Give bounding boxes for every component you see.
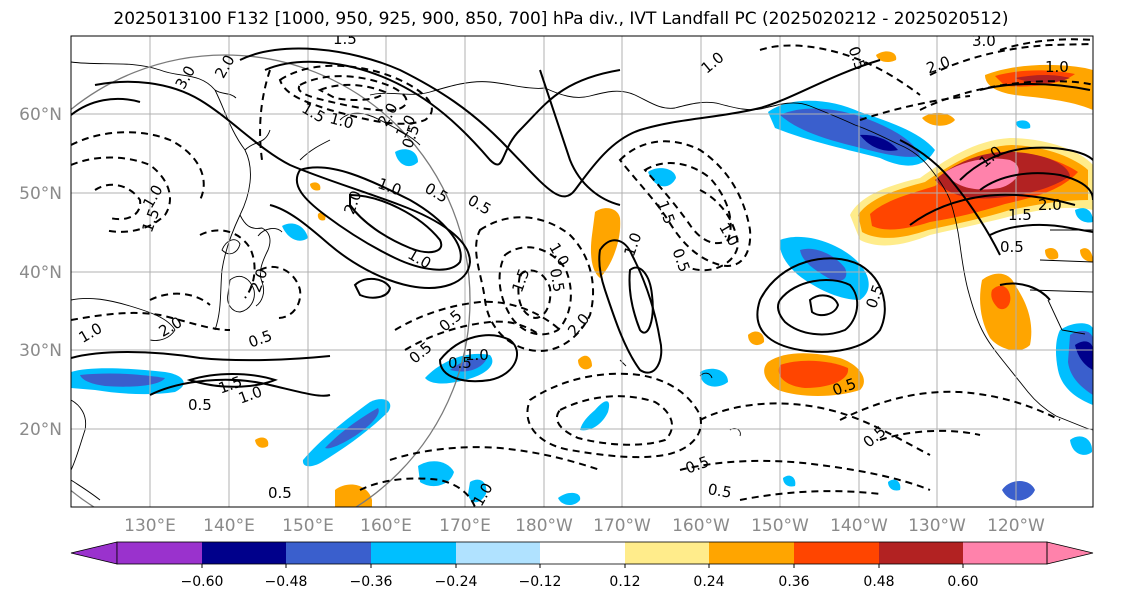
- longitude-labels: 130°E 140°E 150°E 160°E 170°E 180°W 170°…: [124, 516, 1045, 536]
- lon-label: 130°E: [124, 516, 176, 536]
- contour-label: 0.5: [268, 484, 292, 502]
- distance-ring: [71, 54, 471, 507]
- colorbar-ticks: [201, 564, 964, 568]
- lat-label: 60°N: [19, 105, 62, 125]
- colorbar-segment: [286, 542, 371, 564]
- colorbar-segment: [709, 542, 794, 564]
- shaded-regions: [71, 51, 1093, 507]
- colorbar-segment: [117, 542, 202, 564]
- colorbar-segment: [625, 542, 709, 564]
- colorbar-segment: [456, 542, 540, 564]
- lat-label: 30°N: [19, 341, 62, 361]
- latitude-labels: 60°N 50°N 40°N 30°N 20°N: [19, 105, 62, 440]
- colorbar: −0.60 −0.48 −0.36 −0.24 −0.12 0.12 0.24 …: [70, 541, 1094, 590]
- colorbar-segment: [963, 542, 1047, 564]
- contour-label: 1.0: [1045, 58, 1069, 76]
- contour-label: 0.5: [448, 354, 472, 372]
- colorbar-segment: [879, 542, 963, 564]
- lon-label: 130°W: [908, 516, 966, 536]
- contour-label: 3.0: [972, 32, 996, 50]
- colorbar-tick-label: −0.36: [350, 574, 393, 590]
- contour-label: 0.5: [188, 396, 212, 414]
- contours-negative: [71, 38, 1093, 507]
- colorbar-segment: [371, 542, 456, 564]
- lat-label: 40°N: [19, 263, 62, 283]
- lon-label: 170°E: [439, 516, 491, 536]
- lon-label: 160°W: [672, 516, 730, 536]
- colorbar-segment: [794, 542, 879, 564]
- lon-label: 150°E: [282, 516, 334, 536]
- colorbar-segment: [202, 542, 286, 564]
- map-frame: [70, 35, 1094, 508]
- coastlines: [71, 61, 1093, 501]
- lon-label: 140°E: [203, 516, 255, 536]
- lon-label: 150°W: [751, 516, 809, 536]
- colorbar-tick-label: 0.36: [778, 574, 809, 590]
- contour-label: 1.5: [1008, 206, 1032, 224]
- colorbar-tick-label: −0.60: [181, 574, 224, 590]
- lat-label: 50°N: [19, 184, 62, 204]
- contour-label: 0.5: [1000, 238, 1024, 256]
- lon-label: 140°W: [830, 516, 888, 536]
- lon-label: 170°W: [593, 516, 651, 536]
- map-title: 2025013100 F132 [1000, 950, 925, 900, 85…: [113, 9, 1009, 29]
- contour-label: 0.5: [706, 480, 733, 502]
- lon-label: 120°W: [987, 516, 1045, 536]
- contour-label: 1.0: [328, 109, 356, 133]
- colorbar-tick-label: 0.48: [863, 574, 894, 590]
- colorbar-tick-label: 0.12: [609, 574, 640, 590]
- lon-label: 180°W: [515, 516, 573, 536]
- colorbar-extend-max: [1046, 541, 1094, 565]
- lon-label: 160°E: [360, 516, 412, 536]
- colorbar-segment: [540, 542, 625, 564]
- colorbar-tick-label: −0.24: [435, 574, 478, 590]
- contour-label: 1.0: [465, 346, 489, 364]
- contour-label: 0.5: [546, 267, 568, 294]
- lat-label: 20°N: [19, 420, 62, 440]
- colorbar-extend-min: [70, 541, 118, 565]
- colorbar-frame: [116, 541, 1048, 565]
- colorbar-tick-label: −0.12: [519, 574, 562, 590]
- colorbar-tick-label: 0.60: [947, 574, 978, 590]
- colorbar-tick-label: 0.24: [693, 574, 724, 590]
- grid: [71, 36, 1093, 507]
- contour-label: 1.5: [333, 30, 357, 48]
- colorbar-tick-label: −0.48: [265, 574, 308, 590]
- contour-label: 2.0: [1038, 196, 1062, 214]
